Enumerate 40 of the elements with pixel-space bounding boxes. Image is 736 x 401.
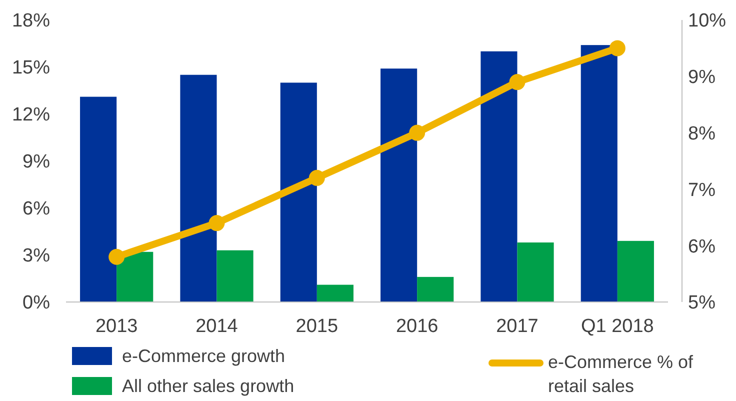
y2-tick-label: 8% [688, 123, 716, 144]
point [108, 248, 125, 265]
bar [480, 51, 518, 302]
x-tick-label: 2013 [95, 316, 138, 337]
legend-label: e-Commerce % of retail sales [548, 352, 694, 396]
point [509, 74, 526, 90]
bar [580, 45, 618, 302]
y-tick-label: 6% [22, 198, 50, 220]
bar [180, 74, 217, 302]
bar [316, 284, 354, 302]
x-tick-label: 2016 [396, 316, 438, 337]
point [308, 170, 325, 186]
y2-tick-label: 6% [688, 236, 716, 258]
y2-tick-label: 5% [688, 292, 716, 314]
bar [517, 242, 554, 302]
y2-tick-label: 7% [688, 180, 716, 201]
x-tick-label: 2015 [296, 316, 338, 337]
bar [116, 252, 154, 302]
x-tick-label: 2017 [496, 316, 538, 337]
legend-label: All other sales growth [122, 376, 294, 396]
y-tick-label: 15% [12, 58, 50, 79]
x-tick-label: Q1 2018 [580, 316, 654, 337]
point [208, 215, 225, 232]
y-tick-label: 18% [12, 10, 50, 32]
bar [80, 96, 117, 302]
point [409, 124, 426, 141]
x-tick-label: 2014 [196, 316, 238, 337]
bar [417, 276, 454, 302]
bar [280, 82, 317, 302]
bar [617, 240, 654, 302]
bar [216, 250, 254, 302]
y-tick-label: 9% [22, 152, 50, 173]
y-tick-label: 3% [22, 246, 50, 267]
bar [380, 68, 418, 302]
y-tick-label: 0% [22, 292, 50, 314]
point [609, 40, 626, 56]
y-tick-label: 12% [12, 104, 50, 126]
y2-tick-label: 10% [688, 10, 726, 32]
legend-label: e-Commerce growth [122, 346, 286, 366]
y2-tick-label: 9% [688, 67, 716, 88]
